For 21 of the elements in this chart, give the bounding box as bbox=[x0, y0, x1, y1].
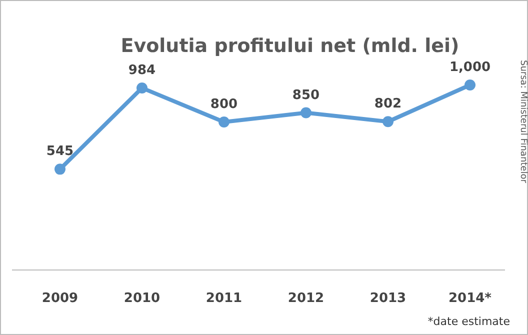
point bbox=[382, 116, 394, 128]
text: Sursa: Ministerul Finantelor bbox=[518, 60, 528, 184]
data-label: 1,000 bbox=[449, 60, 491, 75]
x-tick-label: 2013 bbox=[370, 291, 406, 306]
x-tick-label: 2011 bbox=[206, 291, 242, 306]
data-label: 850 bbox=[292, 88, 320, 103]
chart-title: Evolutia profitului net (mld. lei) bbox=[120, 35, 460, 57]
point bbox=[464, 80, 476, 90]
x-tick-label: 2012 bbox=[288, 291, 324, 306]
x-tick-label: 2009 bbox=[42, 291, 78, 306]
data-label: 800 bbox=[210, 97, 238, 112]
data-label: 545 bbox=[46, 144, 74, 160]
data-label: 984 bbox=[128, 62, 156, 78]
data-label: 802 bbox=[374, 96, 402, 112]
point bbox=[136, 82, 148, 94]
x-tick-label: 2010 bbox=[124, 291, 160, 306]
point bbox=[54, 164, 66, 175]
text: *date estimate bbox=[428, 315, 510, 328]
point bbox=[300, 107, 312, 118]
x-tick-label: 2014* bbox=[448, 291, 492, 306]
point bbox=[218, 116, 230, 128]
